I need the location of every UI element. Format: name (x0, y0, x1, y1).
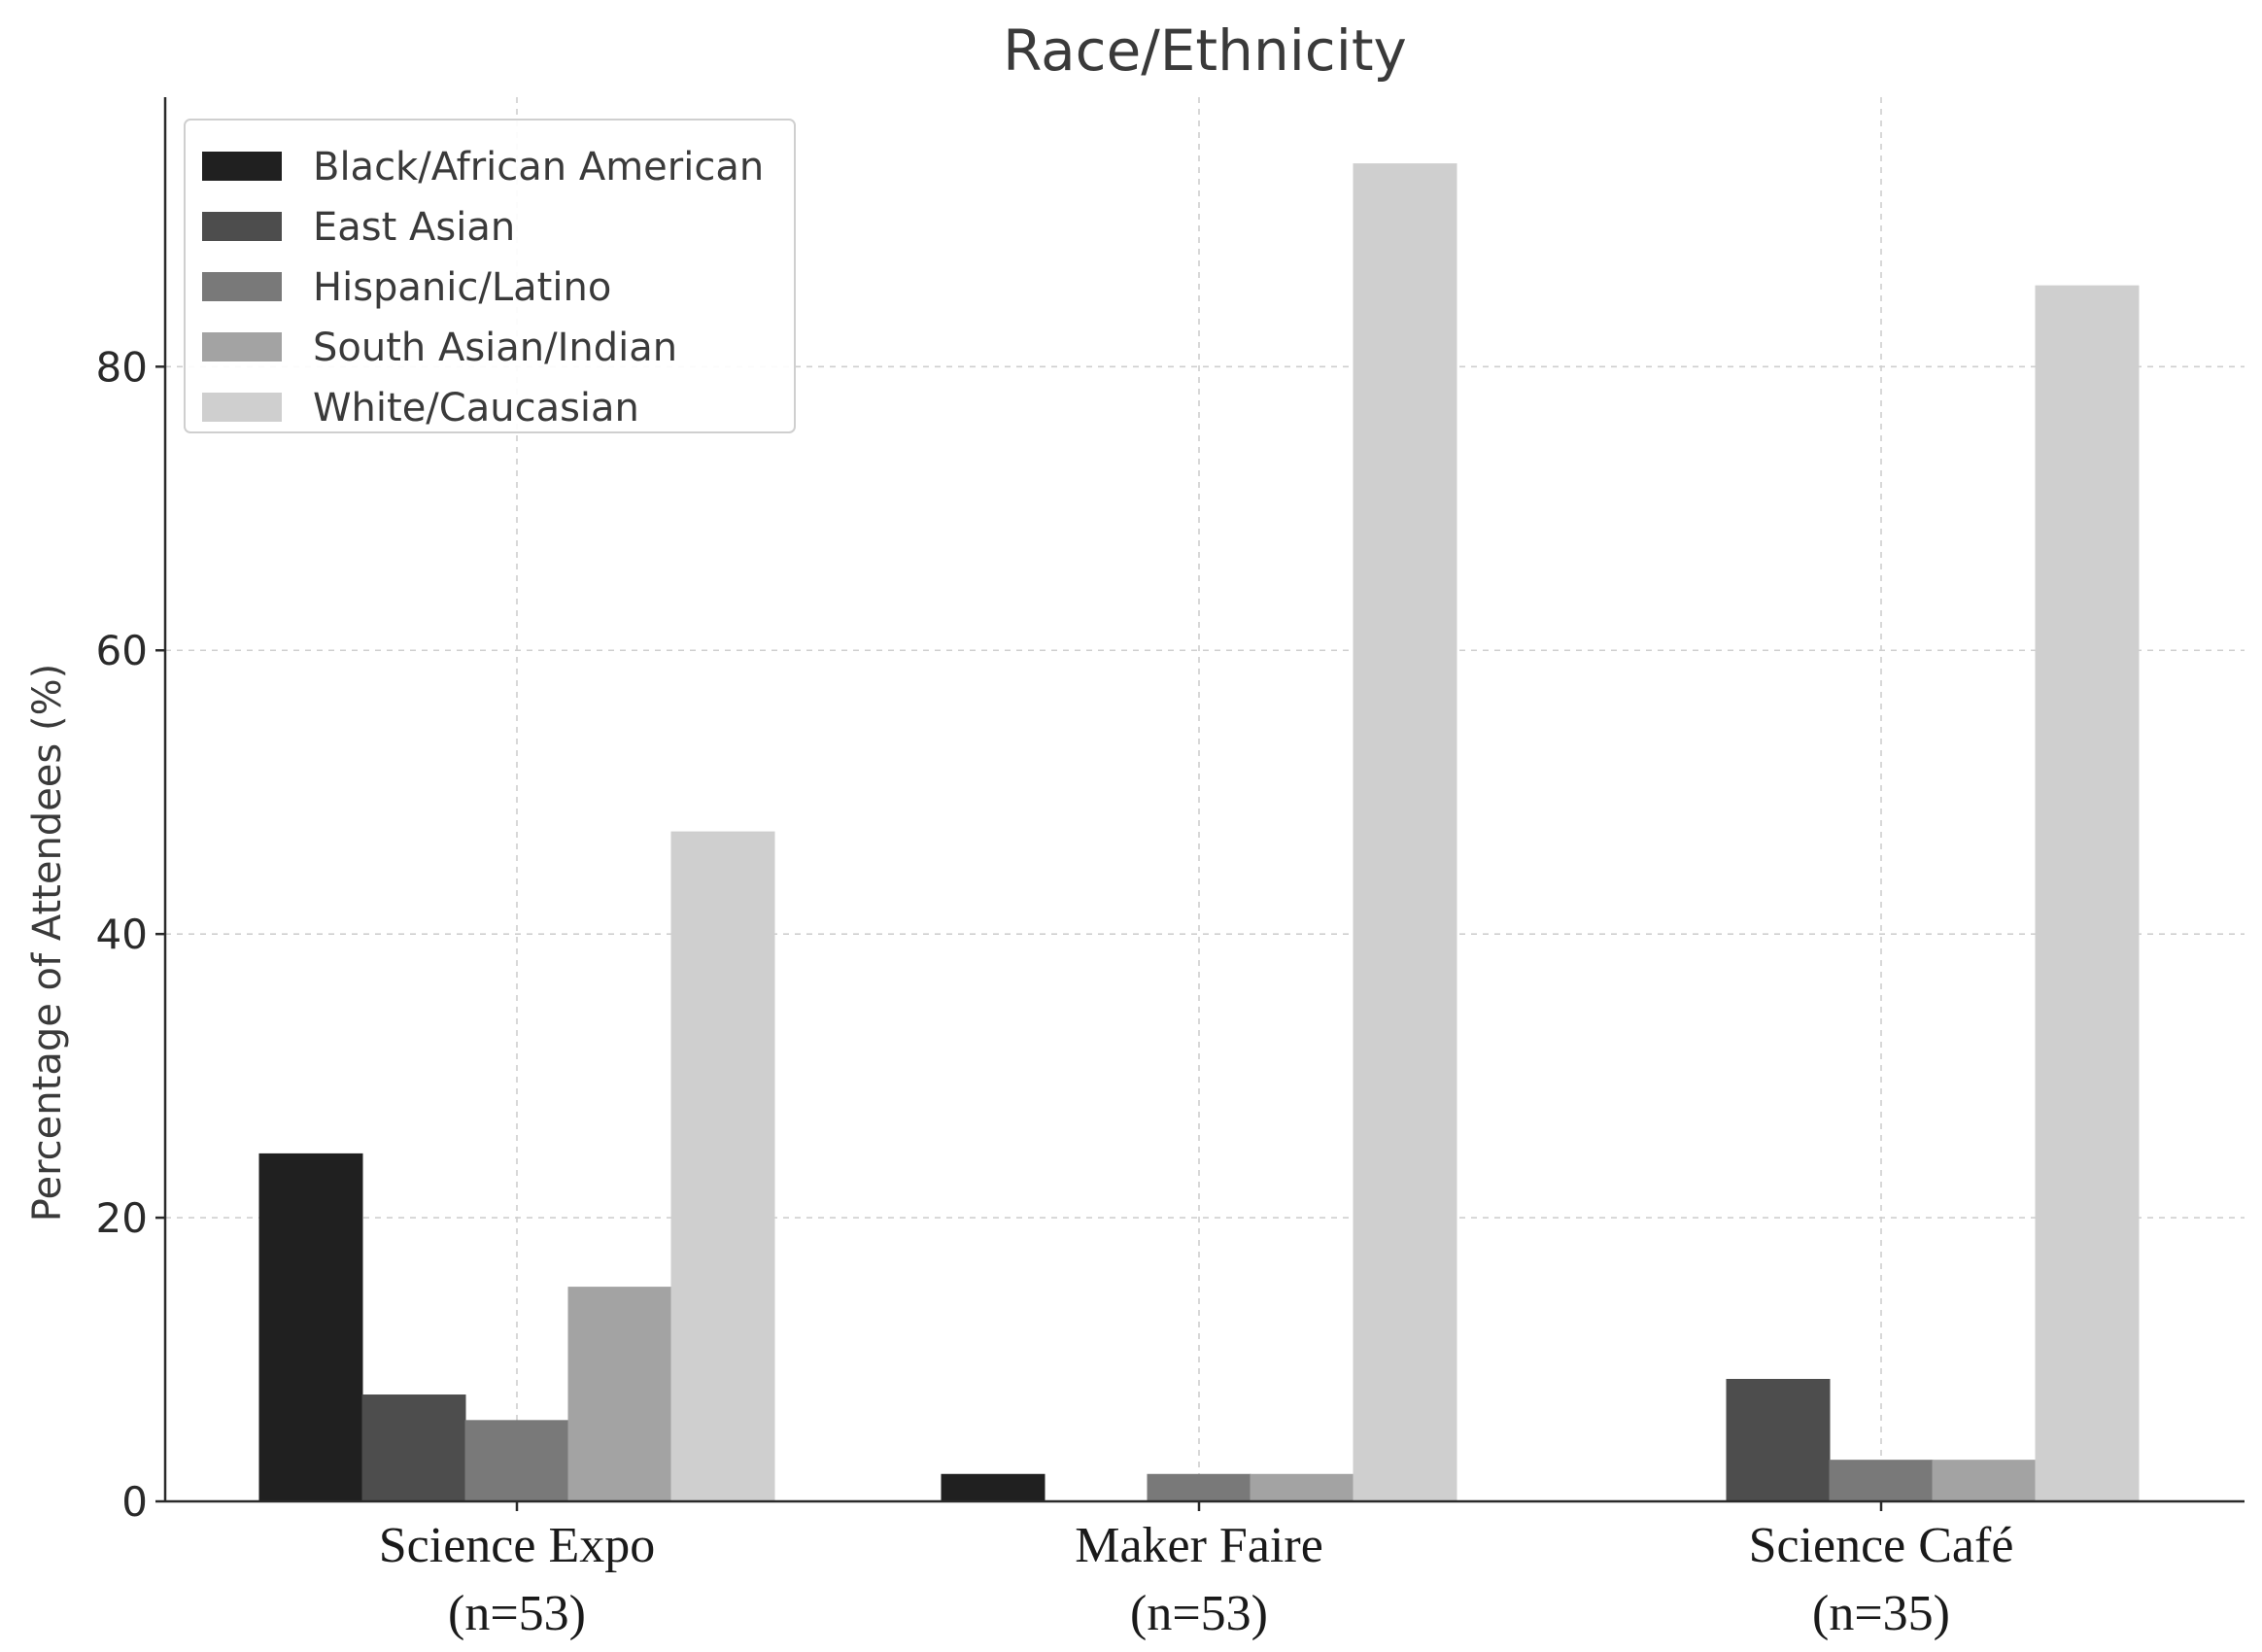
bar-hispanic-latino-2 (1829, 1460, 1934, 1502)
x-tick-label-line: Maker Faire (1075, 1518, 1323, 1573)
x-tick-label-line: (n=53) (1130, 1586, 1268, 1641)
bar-south-asian-indian-0 (567, 1287, 672, 1502)
bar-south-asian-indian-2 (1932, 1460, 2037, 1502)
bar-east-asian-2 (1726, 1378, 1831, 1502)
axes (163, 97, 2245, 1503)
legend-frame (184, 119, 796, 433)
bar-white-caucasian-1 (1353, 163, 1457, 1502)
x-tick-label-line: (n=35) (1812, 1586, 1950, 1641)
y-tick-label-80: 80 (96, 343, 148, 391)
bar-east-asian-0 (361, 1394, 466, 1502)
legend-label-4: White/Caucasian (313, 386, 639, 430)
legend-label-3: South Asian/Indian (313, 326, 677, 370)
legend-swatch-4 (202, 393, 282, 422)
y-tick-label-0: 0 (121, 1478, 148, 1526)
legend-label-2: Hispanic/Latino (313, 265, 611, 310)
bar-south-asian-indian-1 (1250, 1473, 1354, 1502)
gridlines (165, 97, 2245, 1501)
legend-swatch-3 (202, 332, 282, 361)
bar-black-african-american-0 (258, 1153, 363, 1502)
x-tick-label-line: Science Café (1749, 1518, 2014, 1573)
x-ticks: Science Expo (n=53)Maker Faire (n=53)Scien… (379, 1501, 2014, 1641)
bar-hispanic-latino-0 (464, 1420, 569, 1502)
legend-swatch-1 (202, 212, 282, 241)
x-tick-label-line: Science Expo (379, 1518, 655, 1573)
bar-white-caucasian-2 (2035, 285, 2140, 1502)
bars (258, 163, 2140, 1502)
legend-label-0: Black/African American (313, 145, 764, 189)
legend: Black/African American East Asian Hispanic… (184, 119, 796, 433)
bar-black-african-american-1 (941, 1473, 1045, 1502)
bar-white-caucasian-0 (670, 831, 775, 1502)
y-tick-label-60: 60 (96, 627, 148, 674)
bar-hispanic-latino-1 (1147, 1473, 1251, 1502)
y-ticks: 0 20 40 60 80 (96, 343, 165, 1526)
y-tick-label-20: 20 (96, 1194, 148, 1242)
legend-swatch-2 (202, 272, 282, 301)
chart-title: Race/Ethnicity (1003, 17, 1407, 84)
y-tick-label-40: 40 (96, 911, 148, 958)
legend-label-1: East Asian (313, 205, 515, 250)
x-tick-label-2: Science Café (n=35) (1749, 1518, 2014, 1641)
legend-swatch-0 (202, 152, 282, 181)
x-tick-label-line: (n=53) (448, 1586, 586, 1641)
y-axis-label: Percentage of Attendees (%) (25, 664, 70, 1222)
x-tick-label-1: Maker Faire (n=53) (1075, 1518, 1323, 1641)
x-tick-label-0: Science Expo (n=53) (379, 1518, 655, 1641)
